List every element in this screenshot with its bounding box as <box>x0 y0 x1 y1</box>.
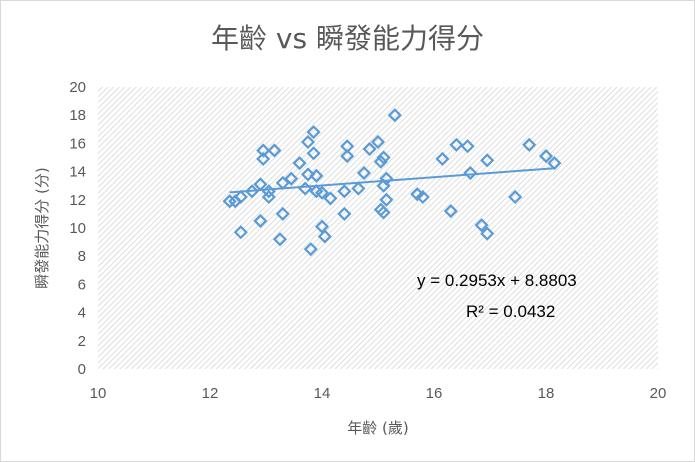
data-point <box>379 192 394 207</box>
data-point <box>323 191 338 206</box>
x-axis-title: 年齡 (歲) <box>347 419 408 437</box>
data-point <box>256 143 271 158</box>
y-axis-title: 瞬發能力得分 (分) <box>33 167 51 288</box>
data-point <box>300 134 316 150</box>
data-point <box>480 153 495 168</box>
data-point <box>379 171 394 186</box>
data-point <box>460 139 475 154</box>
data-point <box>373 154 388 169</box>
data-point <box>306 146 321 161</box>
data-point <box>522 137 537 152</box>
data-point <box>387 108 402 123</box>
y-tick-label: 4 <box>78 305 86 322</box>
data-point <box>547 156 562 171</box>
x-tick-label: 12 <box>202 385 219 402</box>
chart-title: 年齡 vs 瞬發能力得分 <box>211 22 484 55</box>
data-point <box>272 232 288 247</box>
data-points <box>222 108 562 257</box>
data-point <box>244 184 260 199</box>
x-tick-label: 20 <box>650 385 667 402</box>
data-point <box>256 151 271 166</box>
data-point <box>233 225 248 240</box>
data-point <box>314 185 330 200</box>
data-point <box>337 184 352 199</box>
y-tick-label: 2 <box>78 333 86 350</box>
data-point <box>370 134 386 150</box>
data-point <box>314 219 330 234</box>
data-point <box>480 226 495 241</box>
data-point <box>340 149 355 164</box>
y-tick-label: 8 <box>78 248 86 265</box>
data-point <box>306 125 321 140</box>
data-point <box>356 165 372 181</box>
data-point <box>253 213 268 229</box>
data-point <box>362 141 377 157</box>
data-point <box>376 150 391 165</box>
data-point <box>463 165 478 181</box>
x-tick-label: 16 <box>426 385 443 402</box>
data-point <box>267 143 282 158</box>
y-tick-label: 20 <box>69 79 86 96</box>
x-tick-label: 14 <box>314 385 331 402</box>
data-point <box>261 184 276 199</box>
data-point <box>435 151 450 166</box>
x-tick-label: 10 <box>90 385 107 402</box>
data-point <box>298 181 313 196</box>
data-point <box>449 137 464 152</box>
data-point <box>508 189 523 205</box>
trendline-equation: y = 0.2953x + 8.8803 <box>417 271 577 290</box>
data-point <box>337 206 352 221</box>
data-point <box>303 242 318 257</box>
data-point <box>351 181 366 196</box>
data-point <box>233 189 248 205</box>
data-point <box>415 189 430 205</box>
x-tick-label: 18 <box>538 385 555 402</box>
data-point <box>309 168 324 183</box>
data-point <box>300 167 316 182</box>
data-point <box>253 177 268 192</box>
y-tick-label: 16 <box>69 135 86 152</box>
data-point <box>443 204 458 219</box>
data-point <box>275 206 290 221</box>
data-point <box>261 189 276 205</box>
y-tick-label: 18 <box>69 107 86 124</box>
trendline-r2: R² = 0.0432 <box>466 302 555 321</box>
plot-area <box>98 87 658 369</box>
data-point <box>376 205 391 220</box>
y-tick-label: 0 <box>78 361 86 378</box>
data-point <box>538 149 554 164</box>
y-tick-label: 10 <box>69 220 86 237</box>
data-point <box>474 218 489 233</box>
data-point <box>222 194 237 209</box>
y-tick-label: 14 <box>69 164 86 181</box>
y-tick-labels: 0 2 4 6 8 10 12 14 16 18 20 <box>69 79 86 378</box>
y-tick-label: 6 <box>78 276 86 293</box>
data-point <box>275 175 290 190</box>
data-point <box>284 171 299 186</box>
data-point <box>292 156 307 171</box>
data-point <box>317 229 332 244</box>
x-tick-labels: 10 12 14 16 18 20 <box>90 385 667 402</box>
y-tick-label: 12 <box>69 192 86 209</box>
